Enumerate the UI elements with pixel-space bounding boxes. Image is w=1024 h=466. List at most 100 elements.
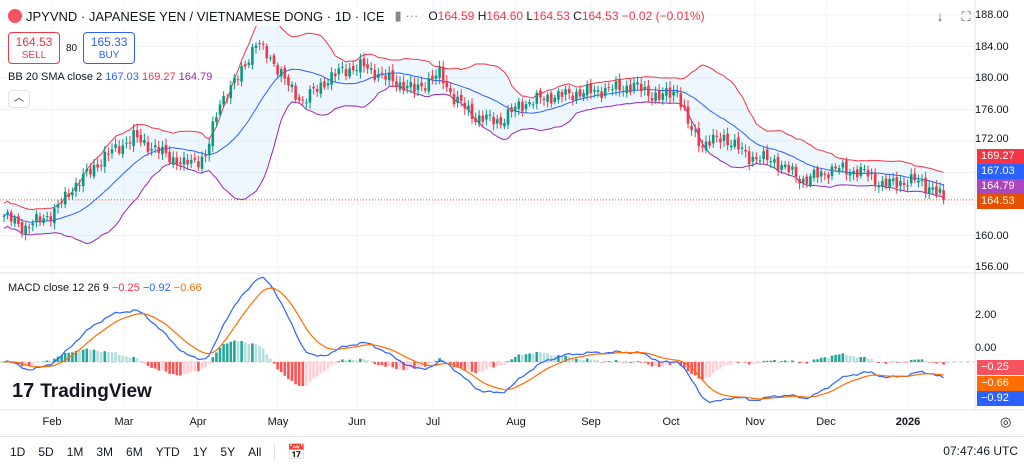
- macd-histogram-bar: [121, 355, 125, 362]
- candle: [924, 177, 927, 193]
- fullscreen-icon[interactable]: ⛶: [961, 9, 971, 24]
- candle: [499, 117, 503, 125]
- candle: [863, 168, 866, 170]
- time-label: 2026: [895, 416, 921, 428]
- macd-histogram-bar: [539, 352, 542, 362]
- collapse-legend-button[interactable]: ︿: [8, 90, 30, 108]
- buy-button[interactable]: 165.33 BUY: [83, 32, 136, 64]
- macd-histogram-bar: [359, 358, 362, 362]
- range-1y[interactable]: 1Y: [192, 444, 208, 459]
- candle: [765, 149, 769, 161]
- range-1m[interactable]: 1M: [66, 444, 84, 459]
- candle: [787, 164, 791, 172]
- macd-histogram-bar: [711, 362, 715, 374]
- macd-histogram-bar: [96, 350, 99, 362]
- candle: [420, 82, 423, 87]
- candle: [53, 208, 56, 224]
- candle: [474, 117, 477, 122]
- macd-histogram-bar: [708, 362, 711, 377]
- macd-histogram-bar: [197, 362, 200, 372]
- range-all[interactable]: All: [248, 444, 262, 459]
- date-range-icon[interactable]: 📅: [274, 442, 306, 461]
- macd-histogram-bar: [272, 362, 276, 364]
- macd-histogram-bar: [801, 362, 805, 364]
- macd-histogram-bar: [765, 360, 769, 362]
- price-label: 156.00: [975, 261, 1009, 273]
- macd-histogram-bar: [834, 354, 837, 362]
- range-1d[interactable]: 1D: [10, 444, 26, 459]
- candle: [398, 82, 402, 90]
- bb-legend[interactable]: BB 20 SMA close 2 167.03 169.27 164.79: [8, 71, 213, 83]
- macd-histogram-bar: [841, 353, 845, 362]
- macd-histogram-bar: [312, 362, 315, 379]
- macd-histogram-bar: [546, 353, 549, 362]
- candle: [539, 90, 542, 98]
- range-5d[interactable]: 5D: [38, 444, 54, 459]
- macd-histogram-bar: [902, 362, 906, 363]
- candle: [409, 81, 413, 88]
- macd-histogram-bar: [618, 361, 621, 362]
- time-label: May: [267, 416, 289, 428]
- range-6m[interactable]: 6M: [126, 444, 143, 459]
- macd-histogram-bar: [582, 359, 585, 362]
- candle: [380, 72, 384, 74]
- candle: [481, 115, 485, 122]
- macd-histogram-bar: [783, 360, 787, 362]
- candle: [17, 216, 20, 225]
- macd-histogram-bar: [571, 358, 575, 362]
- macd-histogram-bar: [549, 355, 553, 362]
- macd-histogram-bar: [780, 361, 783, 362]
- macd-histogram-bar: [884, 362, 888, 364]
- time-label: Nov: [745, 416, 765, 428]
- macd-histogram-bar: [665, 362, 668, 365]
- macd-histogram-bar: [913, 359, 917, 362]
- macd-histogram-bar: [751, 362, 755, 364]
- candle: [13, 217, 17, 224]
- time-label: Sep: [581, 416, 601, 428]
- range-ytd[interactable]: YTD: [155, 444, 180, 459]
- more-icon[interactable]: ▮ ···: [394, 8, 419, 23]
- scroll-down-icon[interactable]: ↓: [936, 9, 944, 24]
- candle: [45, 215, 49, 217]
- chart-canvas[interactable]: [0, 0, 1024, 436]
- range-3m[interactable]: 3M: [96, 444, 114, 459]
- candle: [927, 187, 931, 193]
- macd-histogram-bar: [161, 362, 164, 371]
- range-5y[interactable]: 5Y: [220, 444, 236, 459]
- macd-histogram-bar: [254, 344, 258, 362]
- clock: 07:47:46 UTC: [943, 444, 1018, 458]
- macd-histogram-bar: [171, 362, 175, 375]
- macd-histogram-bar: [452, 362, 456, 368]
- macd-histogram-bar: [117, 354, 121, 362]
- macd-histogram-bar: [222, 344, 225, 362]
- candle: [697, 128, 701, 147]
- macd-legend[interactable]: MACD close 12 26 9 −0.25 −0.92 −0.66: [8, 282, 202, 294]
- candle: [848, 172, 852, 176]
- candle: [845, 160, 848, 175]
- candle: [117, 146, 121, 154]
- candle: [283, 67, 287, 79]
- settings-icon[interactable]: ◎: [1000, 414, 1012, 429]
- candle: [438, 66, 441, 78]
- candle: [477, 115, 481, 125]
- candle: [312, 86, 315, 89]
- macd-histogram-bar: [362, 359, 366, 362]
- macd-histogram-bar: [261, 348, 265, 362]
- candle: [639, 83, 643, 92]
- macd-histogram-bar: [564, 355, 567, 362]
- macd-histogram-bar: [715, 362, 719, 371]
- time-label: Dec: [816, 416, 836, 428]
- macd-histogram-bar: [593, 359, 596, 362]
- candle: [909, 174, 913, 184]
- candle: [204, 154, 207, 157]
- tradingview-logo[interactable]: 17 TradingView: [12, 380, 152, 402]
- candle: [762, 151, 765, 160]
- macd-histogram-bar: [575, 358, 578, 362]
- sell-button[interactable]: 164.53 SELL: [8, 32, 60, 64]
- candle: [906, 185, 909, 187]
- candle: [272, 55, 276, 65]
- candle: [431, 75, 434, 80]
- macd-histogram-bar: [49, 360, 53, 362]
- symbol-legend[interactable]: JPYVND · JAPANESE YEN / VIETNAMESE DONG …: [4, 6, 423, 26]
- candle: [776, 157, 780, 171]
